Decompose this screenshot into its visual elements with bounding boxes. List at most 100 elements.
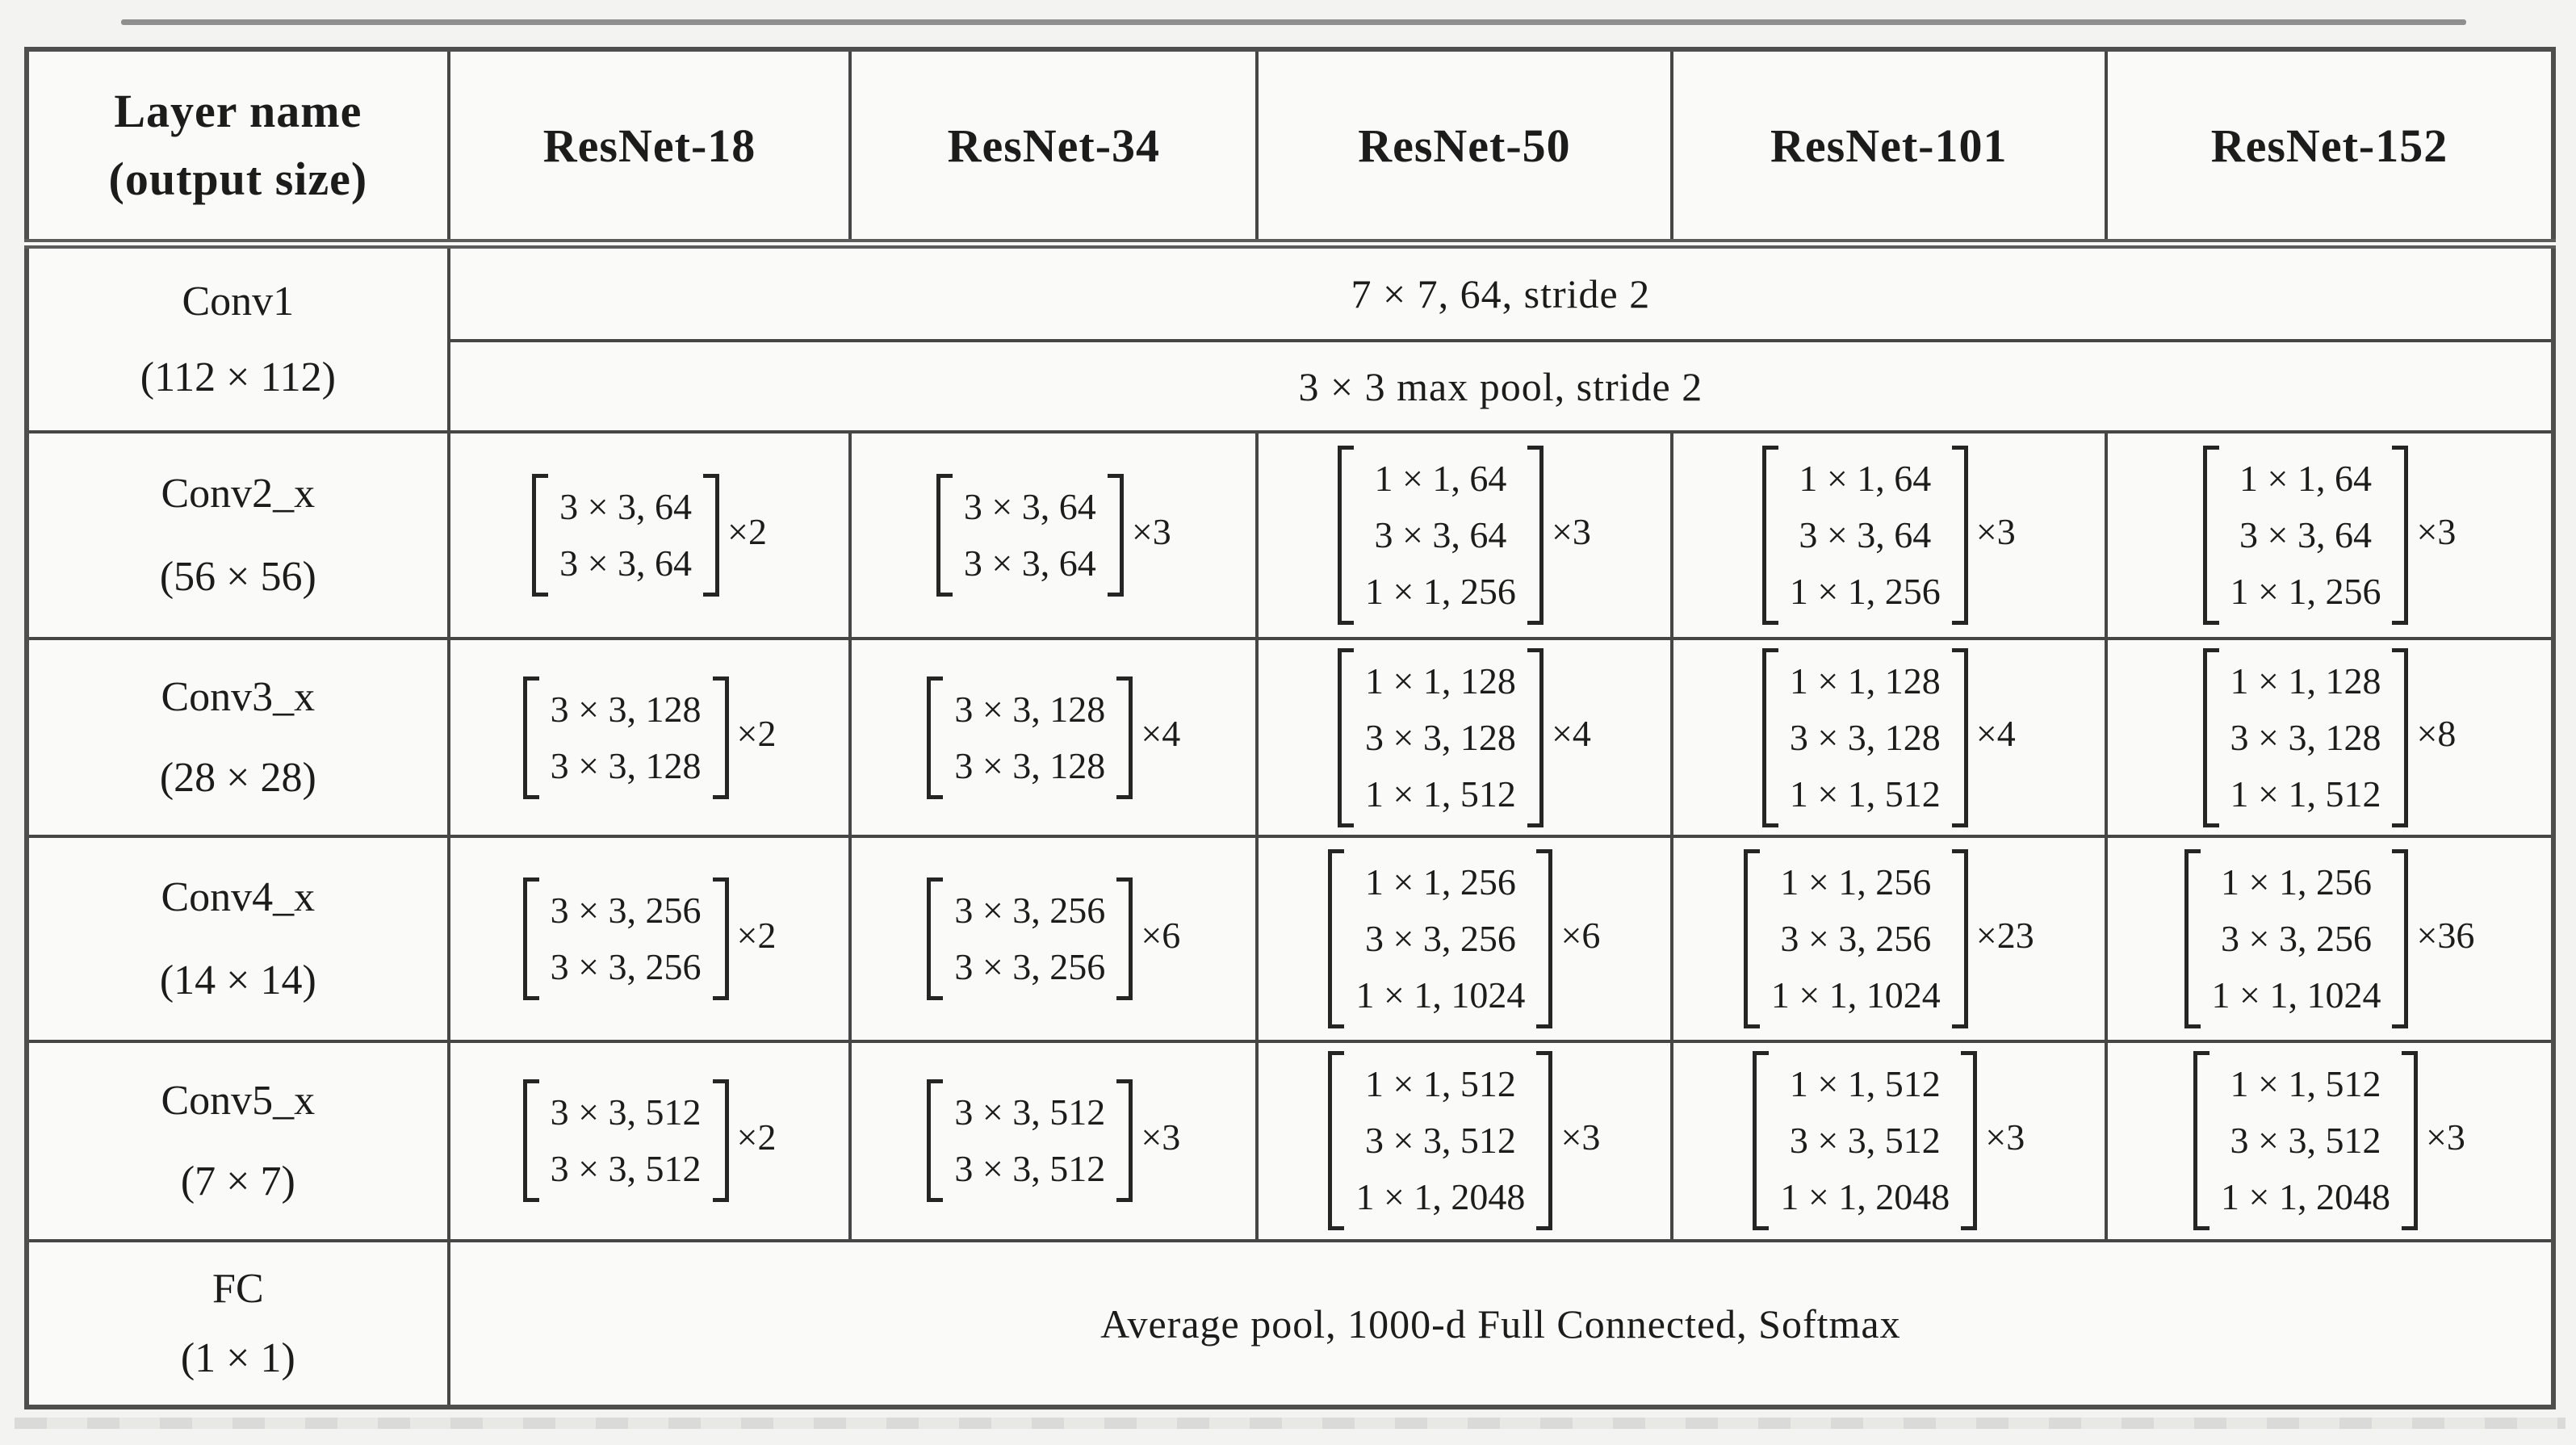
layer-name: Conv4_x [161, 874, 316, 921]
conv5x-row: Conv5_x (7 × 7) 3 × 3, 512 3 × 3, 512 ×2 3… [25, 1039, 2556, 1243]
left-bracket [927, 676, 944, 799]
conv3x-row: Conv3_x (28 × 28) 3 × 3, 128 3 × 3, 128 ×2… [25, 636, 2556, 839]
repeat-count: ×4 [1975, 713, 2016, 755]
repeat-count: ×3 [2425, 1116, 2465, 1158]
matrix-line: 3 × 3, 128 [954, 688, 1106, 730]
matrix-line: 3 × 3, 512 [954, 1091, 1106, 1133]
conv-block-matrix: 1 × 1, 64 3 × 3, 64 1 × 1, 256 [1761, 446, 1968, 626]
matrix-line: 1 × 1, 512 [1364, 773, 1516, 815]
matrix-line: 1 × 1, 2048 [1355, 1176, 1526, 1218]
top-rule-line [121, 19, 2466, 25]
matrix-lines: 1 × 1, 64 3 × 3, 64 1 × 1, 256 [2219, 446, 2393, 625]
matrix-line: 3 × 3, 256 [550, 890, 702, 932]
layer-name: Conv1 [182, 279, 295, 325]
row-label-conv1: Conv1 (112 × 112) [25, 242, 450, 434]
right-bracket [712, 1079, 729, 1203]
cell-conv5x-resnet50: 1 × 1, 512 3 × 3, 512 1 × 1, 2048 ×3 [1255, 1039, 1673, 1243]
left-bracket [1337, 647, 1354, 827]
matrix-line: 1 × 1, 256 [1780, 861, 1932, 903]
left-bracket [936, 474, 953, 597]
repeat-count: ×2 [736, 713, 777, 755]
repeat-count: ×3 [1560, 1116, 1601, 1158]
layer-name: Conv3_x [161, 674, 316, 721]
row-label-conv2x: Conv2_x (56 × 56) [25, 430, 450, 640]
header-resnet-152: ResNet-152 [2104, 47, 2556, 249]
left-bracket [2184, 849, 2201, 1029]
repeat-count: ×4 [1551, 713, 1591, 755]
matrix-lines: 1 × 1, 256 3 × 3, 256 1 × 1, 1024 [1344, 849, 1536, 1028]
matrix-line: 3 × 3, 512 [954, 1148, 1106, 1190]
cell-conv3x-resnet50: 1 × 1, 128 3 × 3, 128 1 × 1, 512 ×4 [1255, 636, 1673, 839]
matrix-line: 3 × 3, 64 [1374, 514, 1507, 556]
left-bracket [1753, 1051, 1770, 1231]
matrix-line: 3 × 3, 256 [2221, 918, 2372, 960]
cell-conv5x-resnet18: 3 × 3, 512 3 × 3, 512 ×2 [446, 1039, 852, 1243]
matrix-line: 3 × 3, 256 [1364, 918, 1516, 960]
matrix-line: 3 × 3, 512 [2230, 1120, 2381, 1162]
matrix-line: 3 × 3, 64 [2239, 514, 2372, 556]
matrix-lines: 3 × 3, 128 3 × 3, 128 [539, 676, 713, 799]
conv-block-matrix: 1 × 1, 64 3 × 3, 64 1 × 1, 256 [2202, 446, 2409, 626]
right-bracket [1951, 849, 1968, 1029]
cell-conv2x-resnet34: 3 × 3, 64 3 × 3, 64 ×3 [848, 430, 1259, 640]
repeat-count: ×2 [736, 914, 777, 956]
repeat-count: ×3 [1975, 510, 2016, 552]
right-bracket [1107, 474, 1124, 597]
matrix-line: 3 × 3, 128 [954, 744, 1106, 786]
matrix-line: 1 × 1, 2048 [2221, 1176, 2390, 1218]
left-bracket [2202, 647, 2219, 827]
right-bracket [712, 877, 729, 1001]
cell-conv2x-resnet152: 1 × 1, 64 3 × 3, 64 1 × 1, 256 ×3 [2104, 430, 2556, 640]
matrix-line: 3 × 3, 64 [559, 542, 693, 584]
cell-conv4x-resnet34: 3 × 3, 256 3 × 3, 256 ×6 [848, 835, 1259, 1043]
matrix-line: 3 × 3, 128 [2230, 716, 2381, 758]
layer-output-size: (7 × 7) [180, 1158, 295, 1204]
matrix-lines: 1 × 1, 256 3 × 3, 256 1 × 1, 1024 [1760, 849, 1952, 1028]
conv-block-matrix: 1 × 1, 512 3 × 3, 512 1 × 1, 2048 [1753, 1051, 1978, 1231]
conv-block-matrix: 1 × 1, 256 3 × 3, 256 1 × 1, 1024 [1328, 849, 1553, 1029]
repeat-count: ×3 [1131, 510, 1171, 552]
matrix-line: 1 × 1, 256 [2221, 861, 2372, 903]
conv-block-matrix: 3 × 3, 256 3 × 3, 256 [927, 877, 1133, 1001]
conv-block-matrix: 3 × 3, 64 3 × 3, 64 [532, 474, 720, 597]
right-bracket [1527, 446, 1544, 626]
right-bracket [1951, 446, 1968, 626]
right-bracket [1116, 1079, 1133, 1203]
cell-conv2x-resnet101: 1 × 1, 64 3 × 3, 64 1 × 1, 256 ×3 [1669, 430, 2108, 640]
conv-block-matrix: 1 × 1, 512 3 × 3, 512 1 × 1, 2048 [2193, 1051, 2418, 1231]
conv1-subrow-2: 3 × 3 max pool, stride 2 [27, 338, 2556, 434]
matrix-line: 1 × 1, 512 [2230, 773, 2381, 815]
left-bracket [927, 877, 944, 1001]
left-bracket [1761, 446, 1778, 626]
matrix-line: 1 × 1, 1024 [1355, 974, 1526, 1016]
cell-conv4x-resnet18: 3 × 3, 256 3 × 3, 256 ×2 [446, 835, 852, 1043]
conv-block-matrix: 1 × 1, 128 3 × 3, 128 1 × 1, 512 [1761, 647, 1968, 827]
conv-block-matrix: 1 × 1, 128 3 × 3, 128 1 × 1, 512 [2202, 647, 2409, 827]
conv-block-matrix: 1 × 1, 256 3 × 3, 256 1 × 1, 1024 [1743, 849, 1968, 1029]
matrix-line: 3 × 3, 64 [559, 486, 693, 528]
right-bracket [712, 676, 729, 799]
right-bracket [2392, 446, 2409, 626]
matrix-line: 1 × 1, 128 [1789, 660, 1941, 702]
matrix-line: 3 × 3, 64 [1799, 514, 1932, 556]
row-label-conv4x: Conv4_x (14 × 14) [25, 835, 450, 1043]
matrix-line: 3 × 3, 512 [550, 1148, 702, 1190]
cell-conv4x-resnet101: 1 × 1, 256 3 × 3, 256 1 × 1, 1024 ×23 [1669, 835, 2108, 1043]
bottom-scan-artifact [15, 1418, 2566, 1429]
repeat-count: ×4 [1141, 713, 1181, 755]
cell-conv1-row1: 7 × 7, 64, stride 2 [446, 242, 2556, 342]
matrix-line: 1 × 1, 128 [2230, 660, 2381, 702]
matrix-line: 1 × 1, 256 [1364, 861, 1516, 903]
layer-output-size: (28 × 28) [159, 754, 316, 801]
layer-output-size: (14 × 14) [159, 957, 316, 1003]
layer-name: FC [212, 1265, 264, 1312]
resnet-architecture-table: Layer name (output size) ResNet-18 ResNe… [24, 47, 2556, 1409]
left-bracket [522, 877, 539, 1001]
matrix-line: 3 × 3, 512 [550, 1091, 702, 1133]
layer-output-size: (112 × 112) [140, 354, 336, 401]
header-resnet-18: ResNet-18 [446, 47, 852, 249]
layer-output-size: (1 × 1) [180, 1334, 295, 1381]
matrix-lines: 3 × 3, 256 3 × 3, 256 [539, 877, 713, 1000]
cell-conv4x-resnet152: 1 × 1, 256 3 × 3, 256 1 × 1, 1024 ×36 [2104, 835, 2556, 1043]
matrix-line: 1 × 1, 1024 [2211, 974, 2381, 1016]
